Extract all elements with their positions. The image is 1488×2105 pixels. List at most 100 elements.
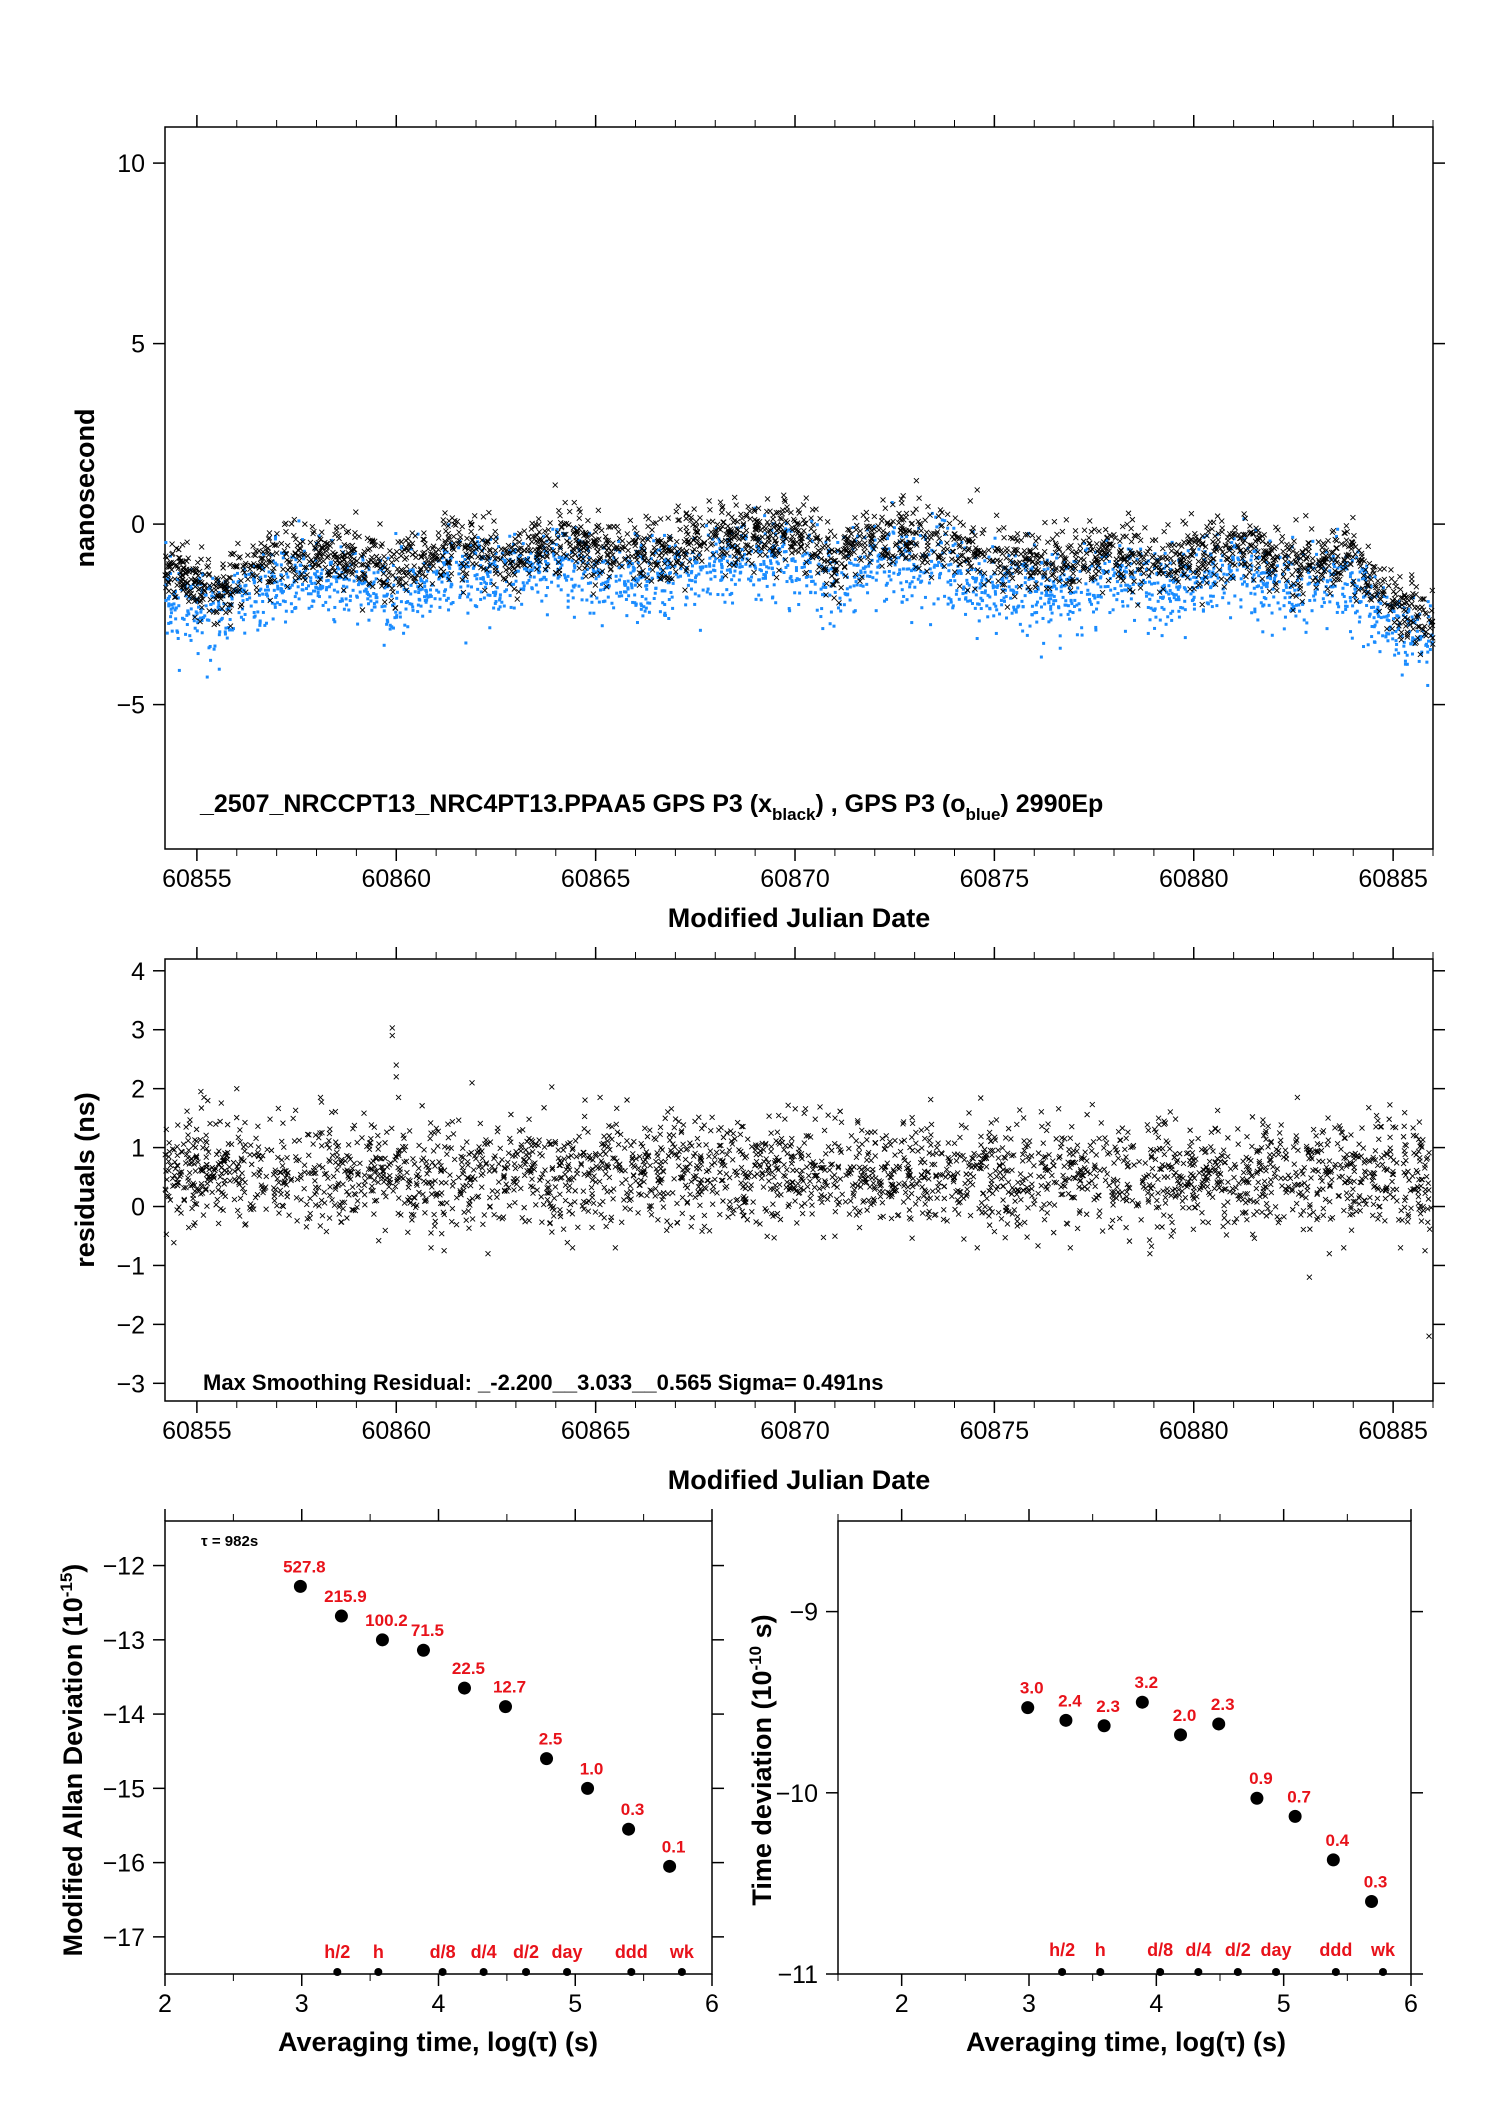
blue-point	[734, 564, 738, 568]
blue-point	[1227, 601, 1231, 605]
blue-point	[907, 567, 911, 571]
blue-point	[185, 613, 189, 617]
black-point	[720, 519, 726, 526]
blue-point	[589, 581, 593, 585]
black-point	[1145, 548, 1151, 555]
blue-point	[336, 590, 340, 594]
blue-point	[804, 575, 808, 579]
blue-point	[721, 557, 725, 561]
black-point	[1403, 623, 1409, 629]
blue-point	[981, 574, 985, 578]
blue-point	[546, 562, 550, 566]
blue-point	[263, 588, 267, 592]
blue-point	[271, 617, 275, 621]
blue-point	[366, 602, 370, 606]
blue-point	[1310, 609, 1314, 613]
black-point	[1372, 582, 1379, 589]
blue-point	[551, 547, 555, 551]
black-point	[673, 508, 680, 515]
black-point	[1100, 539, 1107, 545]
blue-point	[1428, 604, 1432, 608]
black-point	[838, 584, 844, 591]
blue-point	[494, 600, 498, 604]
blue-point	[949, 562, 953, 566]
black-point	[1091, 559, 1098, 565]
blue-point	[1415, 618, 1419, 622]
black-point	[832, 568, 839, 574]
black-point	[870, 532, 877, 538]
black-point	[694, 539, 700, 546]
blue-point	[358, 579, 362, 583]
black-point	[390, 572, 396, 579]
black-point	[412, 575, 419, 582]
black-point	[375, 560, 381, 567]
black-point	[445, 536, 452, 542]
blue-point	[336, 565, 340, 569]
blue-point	[241, 599, 245, 603]
blue-point	[451, 601, 455, 605]
black-point	[235, 555, 242, 561]
blue-point	[893, 563, 897, 567]
black-point	[1310, 577, 1317, 584]
black-point	[1290, 580, 1297, 587]
blue-point	[1049, 607, 1053, 611]
blue-point	[1297, 557, 1301, 561]
blue-point	[706, 587, 710, 591]
blue-point	[253, 614, 257, 618]
blue-point	[1364, 578, 1368, 582]
black-point	[604, 551, 611, 557]
blue-point	[725, 547, 729, 551]
blue-point	[697, 553, 701, 557]
black-point	[1280, 568, 1287, 575]
blue-point	[274, 534, 278, 538]
black-point	[1048, 572, 1055, 578]
black-point	[731, 518, 738, 524]
black-point	[265, 545, 271, 551]
blue-point	[1350, 636, 1354, 640]
blue-point	[252, 577, 256, 581]
black-point	[1193, 534, 1199, 540]
black-point	[165, 578, 172, 585]
black-point	[220, 565, 226, 571]
black-point	[379, 563, 386, 570]
blue-point	[385, 622, 389, 626]
black-point	[733, 502, 740, 508]
blue-point	[1153, 607, 1157, 611]
blue-point	[629, 571, 633, 575]
black-point	[170, 559, 177, 566]
black-point	[740, 521, 747, 527]
black-point	[465, 555, 471, 562]
black-point	[723, 531, 729, 538]
black-point	[944, 540, 950, 546]
blue-point	[1230, 541, 1234, 545]
blue-point	[1120, 589, 1124, 593]
black-point	[1045, 539, 1051, 545]
black-point	[1237, 535, 1244, 542]
blue-point	[817, 562, 821, 566]
blue-point	[1099, 575, 1103, 579]
blue-point	[1386, 613, 1390, 617]
blue-point	[176, 636, 180, 640]
black-point	[424, 556, 430, 563]
blue-point	[1261, 581, 1265, 585]
blue-point	[897, 540, 901, 544]
blue-point	[491, 590, 495, 594]
blue-point	[604, 580, 608, 584]
blue-point	[446, 573, 450, 577]
black-point	[1131, 578, 1137, 585]
blue-point	[946, 580, 950, 584]
blue-point	[376, 570, 380, 574]
black-point	[343, 529, 350, 536]
black-point	[1255, 549, 1261, 555]
blue-point	[781, 545, 785, 549]
black-point	[1165, 570, 1172, 577]
blue-point	[273, 537, 277, 541]
blue-point	[1165, 574, 1169, 578]
black-point	[1415, 623, 1421, 630]
black-point	[577, 509, 583, 515]
black-point	[974, 552, 981, 558]
blue-point	[428, 593, 432, 597]
blue-point	[1354, 587, 1358, 591]
black-point	[1283, 563, 1290, 570]
black-point	[170, 589, 177, 595]
